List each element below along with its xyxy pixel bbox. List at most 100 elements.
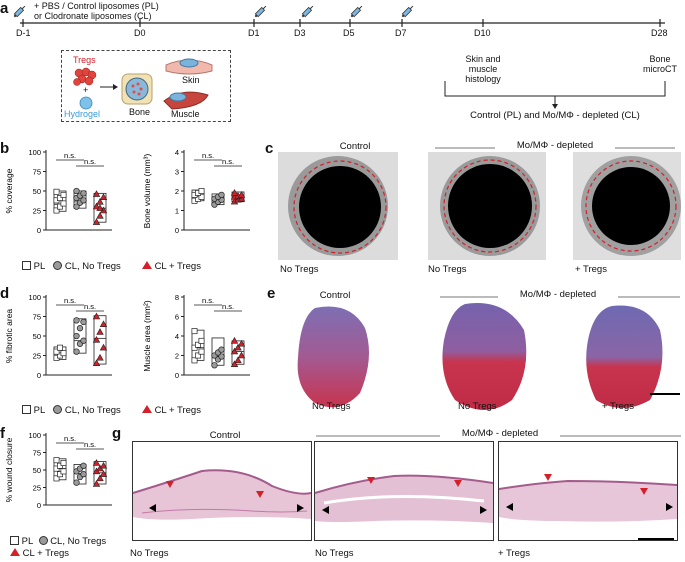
- y-axis-label: Bone volume (mm³): [142, 154, 152, 229]
- timeline-axis: [20, 19, 666, 109]
- data-point: [57, 195, 63, 201]
- significance-label: n.s.: [64, 151, 76, 160]
- y-tick-label: 2: [175, 187, 179, 196]
- data-point: [57, 203, 63, 210]
- y-tick-label: 4: [175, 148, 179, 157]
- data-point: [99, 461, 108, 469]
- significance-label: n.s.: [84, 302, 96, 311]
- chart-muscle-area: Muscle area (mm²) 0 2 4 6 8 n.s. n.s.: [142, 293, 250, 380]
- data-point: [76, 325, 84, 332]
- data-point: [92, 459, 101, 466]
- data-point: [73, 187, 80, 195]
- y-axis-label: Muscle area (mm²): [142, 300, 152, 371]
- data-point: [53, 188, 60, 195]
- data-point: [230, 360, 239, 367]
- day-label: D7: [395, 28, 407, 38]
- c-depleted-title: Mo/MΦ - depleted: [495, 140, 615, 151]
- bone-defect-icon: [121, 73, 153, 105]
- y-tick-label: 2: [175, 352, 179, 361]
- data-point: [92, 335, 101, 343]
- legend-open-square-icon: [10, 536, 19, 545]
- treatment-inset: [61, 50, 231, 122]
- chart-bone-volume: Bone volume (mm³) 0 1 2 3 4 n.s. n.s.: [142, 148, 250, 235]
- data-point: [234, 356, 242, 364]
- y-tick-label: 75: [33, 313, 41, 322]
- e-no-tregs-2: No Tregs: [458, 401, 497, 412]
- data-point: [80, 462, 87, 469]
- skin-histology-depleted-no-tregs: [314, 441, 494, 541]
- microct-depleted-plus-tregs-image: [573, 152, 681, 260]
- scale-bar: [638, 538, 674, 540]
- g-no-tregs-1: No Tregs: [130, 548, 169, 559]
- y-tick-label: 100: [28, 431, 41, 440]
- panel-label-d: d: [0, 285, 10, 302]
- data-point: [198, 188, 205, 194]
- muscle-defect-icon: [163, 91, 209, 110]
- data-point: [60, 191, 67, 198]
- y-axis-label: % wound closure: [4, 437, 14, 502]
- legend-f: PL CL, No Tregs CL + Tregs: [10, 536, 106, 560]
- data-point: [92, 202, 101, 210]
- data-point: [53, 348, 60, 355]
- g-no-tregs-2: No Tregs: [315, 548, 354, 559]
- significance-label: n.s.: [202, 296, 214, 305]
- data-point: [92, 359, 101, 366]
- legend-grey-circle-icon: [53, 405, 63, 414]
- c-no-tregs-2: No Tregs: [428, 264, 467, 275]
- data-point: [92, 312, 101, 320]
- skin-defect-icon: [165, 58, 213, 75]
- hydrogel-icon: [79, 96, 93, 110]
- panel-label-a: a: [0, 0, 9, 17]
- legend-open-square-icon: [22, 405, 31, 414]
- inset-plus: +: [83, 85, 89, 95]
- box: [93, 315, 107, 365]
- data-point: [99, 193, 108, 200]
- significance-label: n.s.: [64, 296, 76, 305]
- day-label: D1: [248, 28, 260, 38]
- inset-bone-label: Bone: [129, 107, 151, 117]
- y-tick-label: 1: [175, 207, 179, 216]
- y-tick-label: 0: [37, 371, 41, 380]
- data-point: [53, 207, 60, 214]
- day-label: D28: [651, 28, 668, 38]
- y-tick-label: 3: [175, 168, 179, 177]
- significance-label: n.s.: [64, 434, 76, 443]
- legend-red-triangle-icon: [141, 261, 152, 269]
- data-point: [211, 362, 218, 369]
- panel-label-g: g: [112, 425, 122, 442]
- g-control-title: Control: [209, 430, 241, 441]
- injection-text-1: + PBS / Control liposomes (PL): [34, 1, 159, 11]
- data-point: [80, 471, 87, 478]
- inset-hydrogel-label: Hydrogel: [64, 109, 101, 119]
- e-plus-tregs: + Tregs: [602, 401, 634, 412]
- y-tick-label: 100: [28, 148, 41, 157]
- e-control-title: Control: [319, 290, 351, 301]
- y-tick-label: 50: [33, 187, 41, 196]
- data-point: [198, 348, 205, 355]
- legend-b: PL CL, No Tregs CL + Tregs: [22, 261, 201, 272]
- y-tick-label: 0: [175, 371, 179, 380]
- data-point: [195, 352, 201, 359]
- significance-label: n.s.: [222, 302, 234, 311]
- inset-skin-label: Skin: [182, 75, 200, 85]
- data-point: [99, 343, 108, 351]
- muscle-histology-depleted-no-tregs: [442, 303, 527, 410]
- box: [211, 337, 225, 366]
- significance-label: n.s.: [84, 440, 96, 449]
- muscle-histology-depleted-plus-tregs: [586, 305, 663, 408]
- data-point: [237, 190, 246, 198]
- data-point: [73, 203, 80, 210]
- data-point: [218, 191, 225, 199]
- syringe-icon: [254, 5, 267, 18]
- c-plus-tregs: + Tregs: [575, 264, 607, 275]
- data-point: [80, 318, 87, 326]
- scale-bar: [650, 393, 680, 395]
- panel-label-e: e: [267, 285, 276, 302]
- y-tick-label: 75: [33, 168, 41, 177]
- data-point: [73, 479, 80, 486]
- e-depleted-title: Mo/MΦ - depleted: [498, 289, 618, 300]
- e-no-tregs-1: No Tregs: [312, 401, 351, 412]
- skin-histology-control: [132, 441, 312, 541]
- data-point: [96, 353, 104, 361]
- inset-muscle-label: Muscle: [171, 109, 200, 119]
